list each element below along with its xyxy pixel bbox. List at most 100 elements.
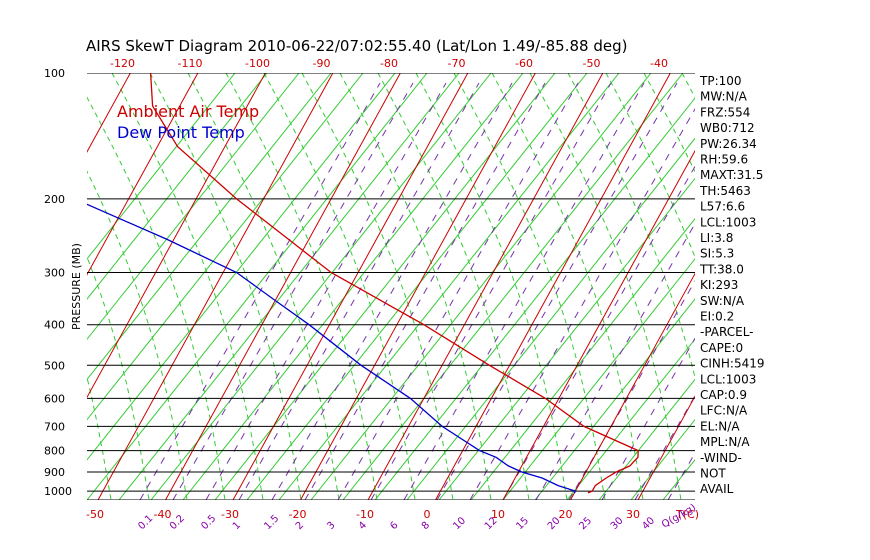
mixing-ratio-label: 0.1 (136, 513, 155, 532)
mixing-ratio-line (304, 82, 546, 500)
isotherm (0, 73, 63, 500)
temp-tick-label: 10 (491, 508, 505, 521)
stability-index: TT:38.0 (699, 262, 744, 276)
stability-index: PW:26.34 (700, 137, 757, 151)
mixing-ratio-line (568, 280, 695, 500)
moist-adiabat (758, 73, 870, 499)
stability-index: L57:6.6 (700, 200, 745, 214)
moist-adiabat (149, 73, 302, 500)
mixing-ratio-label: 0.5 (199, 513, 218, 532)
dry-adiabat (150, 73, 492, 500)
stability-index: CINH:5419 (700, 357, 765, 371)
stability-index: -PARCEL- (700, 325, 754, 339)
dry-adiabat (630, 418, 695, 500)
isotherm (97, 73, 334, 500)
dry-adiabat (182, 73, 524, 500)
moist-adiabat (225, 73, 378, 500)
pressure-tick-label: 100 (44, 67, 65, 80)
pressure-tick-label: 500 (44, 359, 65, 372)
dry-adiabat (374, 97, 695, 500)
top-temp-tick-label: -80 (380, 57, 398, 70)
mixing-ratio-line (370, 82, 612, 500)
temp-tick-label: 0 (424, 508, 431, 521)
top-temp-tick-label: -50 (583, 57, 601, 70)
mixing-ratio-line (139, 82, 381, 500)
dry-adiabat (87, 73, 396, 461)
stability-index: SI:5.3 (700, 247, 734, 261)
moist-adiabat (87, 170, 188, 500)
mixing-ratio-line (337, 82, 579, 500)
top-temp-tick-label: -60 (515, 57, 533, 70)
legend: Ambient Air Temp Dew Point Temp (117, 102, 259, 142)
moist-adiabat (263, 73, 416, 500)
pressure-tick-label: 200 (44, 193, 65, 206)
top-temp-tick-label: -120 (110, 57, 135, 70)
stability-index: CAP:0.9 (700, 388, 747, 402)
top-temp-tick-label: -40 (650, 57, 668, 70)
mixing-ratio-label: 4 (357, 520, 369, 532)
y-axis-label: PRESSURE (MB) (70, 243, 83, 330)
mixing-ratio-label: 10 (451, 515, 468, 532)
mixing-ratio-line (205, 82, 447, 500)
dry-adiabat (598, 378, 695, 500)
dry-adiabat (566, 338, 695, 500)
moist-adiabat (453, 73, 606, 500)
legend-ambient-air-temp: Ambient Air Temp (117, 102, 259, 121)
stability-index: LFC:N/A (700, 404, 748, 418)
top-temp-tick-label: -90 (313, 57, 331, 70)
dry-adiabat (662, 459, 695, 500)
grid-layer (0, 73, 870, 500)
stability-index: LCL:1003 (700, 215, 756, 229)
isotherm (165, 73, 401, 500)
dry-adiabat (470, 217, 695, 500)
mixing-ratio-label: 3 (325, 520, 337, 532)
moist-adiabat (187, 73, 340, 500)
stability-index: EL:N/A (700, 419, 740, 433)
dry-adiabat (278, 73, 620, 500)
mixing-ratio-line (238, 82, 480, 500)
moist-adiabat (111, 73, 264, 500)
stability-index: FRZ:554 (700, 105, 750, 119)
dry-adiabat (310, 73, 652, 500)
top-temp-tick-label: -110 (178, 57, 203, 70)
dry-adiabat (118, 73, 460, 500)
dry-adiabat (87, 73, 268, 300)
pressure-tick-label: 900 (44, 466, 65, 479)
isotherm (232, 73, 469, 500)
mixing-ratio-label: 30 (609, 515, 626, 532)
mixing-ratio-line (436, 82, 678, 500)
isotherm (570, 272, 695, 500)
pressure-tick-label: 600 (44, 392, 65, 405)
mixing-ratio-label: 6 (388, 520, 400, 532)
dry-adiabat (87, 73, 364, 421)
moist-adiabat (87, 96, 226, 500)
isotherm (367, 73, 604, 500)
dry-adiabat (246, 73, 588, 500)
moist-adiabat (415, 73, 568, 500)
dry-adiabat (342, 73, 684, 500)
mixing-ratio-label: 15 (514, 515, 531, 532)
moist-adiabat (834, 73, 870, 499)
pressure-tick-label: 300 (44, 267, 65, 280)
temp-tick-label: -30 (221, 508, 239, 521)
ambient-air-temp-line (149, 73, 639, 494)
moist-adiabat (567, 73, 695, 380)
stability-index: WB0:712 (700, 121, 755, 135)
moist-adiabat (87, 375, 112, 500)
temp-tick-label: -40 (154, 508, 172, 521)
isotherm (87, 73, 131, 153)
moist-adiabat (0, 73, 35, 499)
mixing-ratio-line (535, 222, 695, 500)
stability-index: MAXT:31.5 (700, 168, 763, 182)
pressure-tick-label: 1000 (44, 485, 72, 498)
temp-tick-label: -50 (86, 508, 104, 521)
dry-adiabat (87, 73, 300, 341)
moist-adiabat (491, 73, 644, 500)
stability-index: MPL:N/A (700, 435, 750, 449)
stability-index: NOT (700, 467, 726, 481)
moist-adiabat (377, 73, 530, 500)
dry-adiabat (87, 73, 332, 381)
moist-adiabat (529, 73, 682, 500)
dry-adiabat (438, 177, 695, 500)
mixing-ratio-line (172, 82, 414, 500)
